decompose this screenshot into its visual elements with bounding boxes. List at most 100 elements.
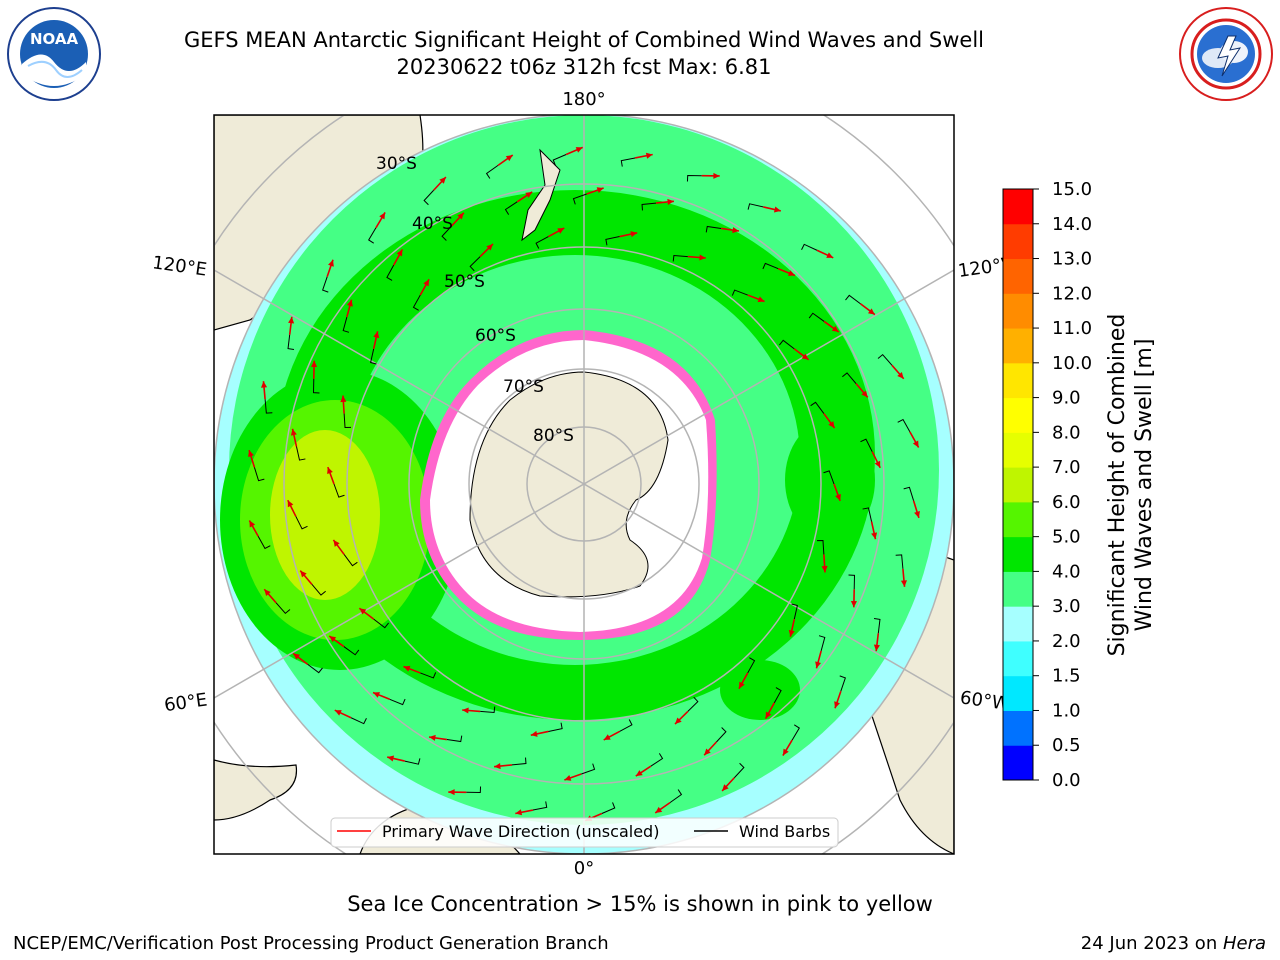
- wind-barb: [848, 574, 856, 590]
- wave-direction-arrowhead: [765, 711, 772, 719]
- wind-barb: [641, 202, 657, 211]
- wind-barb: [873, 618, 881, 634]
- wave-direction-arrowhead: [300, 570, 307, 578]
- colorbar-tick-label: 0.0: [1052, 770, 1081, 791]
- colorbar-tick-label: 4.0: [1052, 561, 1081, 582]
- colorbar-segment: [1003, 328, 1033, 364]
- wind-barb: [295, 516, 308, 530]
- colorbar: [1002, 188, 1034, 781]
- wind-barb: [420, 672, 437, 679]
- parallel-label-60s: 60°S: [475, 326, 516, 346]
- wave-direction-arrowhead: [850, 600, 857, 608]
- colorbar-tick-label: 6.0: [1052, 492, 1081, 513]
- wind-barb: [687, 696, 699, 712]
- meridian-label-60e: 60°E: [163, 689, 209, 716]
- wind-barb: [504, 201, 518, 215]
- wind-barb: [791, 603, 798, 620]
- chart-subtitle: 20230622 t06z 312h fcst Max: 6.81: [396, 55, 772, 79]
- wind-barb: [773, 687, 782, 704]
- colorbar-segment: [1003, 536, 1033, 572]
- colorbar-tick-label: 11.0: [1052, 318, 1092, 339]
- wave-direction-arrowhead: [871, 532, 878, 540]
- colorbar-segment: [1003, 675, 1033, 711]
- wave-direction-arrowhead: [897, 371, 904, 379]
- wave-direction-arrowhead: [439, 177, 446, 184]
- colorbar-tick-label: 1.5: [1052, 666, 1081, 687]
- colorbar-tick-label: 5.0: [1052, 527, 1081, 548]
- wave-direction-arrowhead: [429, 734, 436, 741]
- wave-direction-arrowhead: [290, 428, 297, 436]
- map-frame: [213, 114, 955, 855]
- wave-direction-arrowhead: [835, 493, 841, 501]
- wind-barb: [733, 762, 745, 779]
- wave-direction-arrowhead: [249, 520, 256, 528]
- wind-barb: [485, 164, 499, 179]
- colorbar-frame: [1002, 188, 1034, 781]
- colorbar-segment: [1003, 397, 1033, 433]
- meridian-label-180: 180°: [562, 89, 605, 110]
- wind-barb: [650, 753, 664, 767]
- wind-barb: [860, 438, 873, 452]
- meridian-label-0: 0°: [574, 858, 594, 879]
- wind-barb: [350, 717, 367, 725]
- wind-barb: [343, 554, 358, 567]
- graticule: [214, 115, 954, 854]
- parallel-label-40s: 40°S: [412, 214, 453, 234]
- wave-direction-arrowhead: [329, 635, 337, 643]
- wave-direction-arrowhead: [867, 308, 875, 315]
- legend-wind-label: Wind Barbs: [739, 822, 830, 841]
- wind-barb: [287, 334, 295, 350]
- wave-direction-arrowhead: [288, 316, 295, 324]
- wind-barb: [818, 635, 826, 652]
- wind-barb: [862, 507, 873, 522]
- wind-barb: [307, 663, 323, 674]
- wave-direction-arrowhead: [826, 252, 834, 258]
- wave-direction-arrowhead: [787, 270, 795, 276]
- wave-direction-arrowhead: [261, 381, 268, 388]
- wave-direction-arrowhead: [757, 296, 765, 303]
- wave-direction-arrowhead: [359, 608, 367, 615]
- wind-barb: [903, 486, 915, 501]
- madagascar-land: [214, 759, 298, 821]
- chart-title: GEFS MEAN Antarctic Significant Height o…: [183, 28, 985, 52]
- wave-direction-arrowhead: [645, 152, 653, 159]
- wind-barb: [619, 719, 633, 732]
- wind-barb: [845, 294, 861, 305]
- parallel-label-80s: 80°S: [533, 426, 574, 446]
- wind-barb: [672, 254, 688, 262]
- wave-direction-arrowhead: [788, 629, 795, 637]
- colorbar-tick-label: 10.0: [1052, 353, 1092, 374]
- wind-barb: [257, 535, 271, 550]
- wind-barb: [877, 353, 893, 366]
- wave-direction-arrowhead: [457, 212, 464, 220]
- wave-direction-arrowhead: [782, 748, 789, 756]
- noaa-logo-text: NOAA: [30, 30, 79, 48]
- wave-direction-arrowhead: [287, 500, 294, 508]
- wave-direction-arrowhead: [248, 450, 254, 458]
- wave-direction-arrowhead: [704, 748, 711, 756]
- wind-barb: [897, 418, 911, 433]
- wind-barb: [601, 802, 616, 814]
- wave-direction-arrowhead: [462, 707, 469, 714]
- wave-direction-arrowhead: [914, 510, 920, 518]
- wind-barb: [532, 801, 548, 811]
- wave-direction-arrowhead: [333, 539, 340, 547]
- wave-direction-arrowhead: [821, 565, 828, 573]
- colorbar-segment: [1003, 710, 1033, 746]
- colorbar-segment: [1003, 467, 1033, 503]
- meridian-label-120e: 120°E: [151, 252, 208, 280]
- wind-barb: [342, 316, 350, 333]
- wave-direction-arrowhead: [515, 809, 523, 816]
- wind-barb: [605, 236, 620, 246]
- host-label: Hera: [1222, 933, 1266, 954]
- wave-direction-arrowhead: [264, 589, 271, 597]
- wave-direction-arrowhead: [713, 172, 720, 179]
- wave-direction-arrowhead: [828, 421, 835, 429]
- wave-direction-arrowhead: [373, 692, 381, 698]
- wind-barb: [791, 724, 800, 741]
- colorbar-segment: [1003, 293, 1033, 329]
- colorbar-label-line2: Wind Waves and Swell [m]: [1132, 339, 1157, 632]
- wave-direction-arrowhead: [732, 227, 739, 234]
- parallel-label-30s: 30°S: [376, 154, 417, 174]
- wave-direction-arrowhead: [530, 730, 538, 737]
